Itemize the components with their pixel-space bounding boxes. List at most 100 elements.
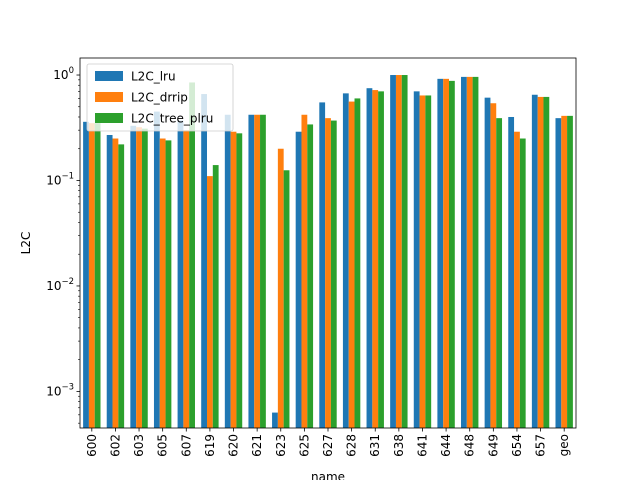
bar xyxy=(141,128,148,428)
x-tick-label: 641 xyxy=(415,434,429,457)
y-tick-label: 10−2 xyxy=(46,277,74,293)
bar xyxy=(461,76,467,429)
legend-swatch xyxy=(95,71,123,81)
bar xyxy=(112,138,119,428)
bar xyxy=(224,114,231,429)
bar xyxy=(94,123,101,429)
x-tick-label: 619 xyxy=(203,434,217,457)
bar xyxy=(401,75,408,428)
legend-frame xyxy=(86,63,234,132)
bar xyxy=(531,94,538,428)
x-tick-label: 600 xyxy=(85,434,99,457)
bar xyxy=(484,97,491,429)
y-tick-label: 10−1 xyxy=(46,171,74,187)
bar xyxy=(118,144,125,428)
bar xyxy=(443,78,449,428)
bar xyxy=(496,118,503,429)
bar xyxy=(348,101,355,428)
bar xyxy=(413,91,420,428)
x-axis-label: name xyxy=(311,470,345,480)
legend-swatch xyxy=(95,92,123,102)
bar xyxy=(272,412,278,428)
x-tick-label: 627 xyxy=(321,434,335,457)
bar xyxy=(248,114,255,429)
bar xyxy=(390,75,396,428)
x-tick-label: 605 xyxy=(156,434,170,457)
bar xyxy=(325,118,331,429)
bar xyxy=(366,88,373,428)
bar xyxy=(519,138,526,428)
bar xyxy=(236,133,243,429)
bar xyxy=(472,76,479,429)
bars-layer xyxy=(83,75,573,429)
bar xyxy=(201,94,208,428)
bar xyxy=(153,111,160,428)
bar xyxy=(342,93,349,428)
bar xyxy=(88,123,95,429)
bar xyxy=(319,102,326,429)
bar xyxy=(378,91,384,428)
bar xyxy=(372,90,379,429)
bar xyxy=(395,75,402,428)
x-tick-label: 644 xyxy=(439,434,453,457)
bar xyxy=(189,82,195,429)
bar xyxy=(466,76,473,429)
bar xyxy=(295,131,302,428)
x-tick-label: 625 xyxy=(297,434,311,457)
y-axis-label: L2C xyxy=(19,232,33,255)
bar xyxy=(354,98,361,429)
x-tick-label: 628 xyxy=(345,434,359,457)
bar xyxy=(165,140,172,428)
y-tick-label: 10−3 xyxy=(46,382,74,398)
bar xyxy=(277,148,284,428)
bar xyxy=(301,114,308,429)
bar xyxy=(437,78,444,428)
bar xyxy=(212,165,219,428)
bar xyxy=(83,121,89,428)
bar xyxy=(159,138,166,428)
bar xyxy=(260,114,266,429)
legend: L2C_lru L2C_drrip L2C_tree_plru xyxy=(86,63,234,132)
bar xyxy=(514,131,520,428)
y-axis: 10−3 10−2 10−1 100 xyxy=(46,66,80,424)
x-tick-label: 657 xyxy=(534,434,548,457)
bar xyxy=(419,95,426,429)
bar xyxy=(177,120,184,429)
bar xyxy=(254,114,261,429)
x-tick-label: 607 xyxy=(179,434,193,457)
bar xyxy=(561,115,568,428)
x-tick-label: 648 xyxy=(463,434,477,457)
legend-label: L2C_lru xyxy=(131,70,176,84)
bar xyxy=(230,131,237,428)
legend-label: L2C_drrip xyxy=(131,91,188,105)
bar xyxy=(330,120,337,429)
x-tick-label: geo xyxy=(557,434,571,456)
bar xyxy=(425,95,432,429)
x-tick-label: 649 xyxy=(486,434,500,457)
x-tick-label: 638 xyxy=(392,434,406,457)
bar xyxy=(130,125,137,428)
bar xyxy=(490,103,497,428)
bar xyxy=(508,116,515,429)
x-tick-label: 620 xyxy=(227,434,241,457)
bar xyxy=(136,127,142,428)
x-tick-label: 621 xyxy=(250,434,264,457)
bar xyxy=(207,176,213,428)
bar xyxy=(283,170,290,428)
bar xyxy=(543,96,550,428)
y-tick-label: 100 xyxy=(53,66,74,82)
bar xyxy=(106,134,113,428)
x-tick-label: 631 xyxy=(368,434,382,457)
legend-label: L2C_tree_plru xyxy=(131,112,213,126)
x-tick-label: 603 xyxy=(132,434,146,457)
legend-swatch xyxy=(95,113,123,123)
bar xyxy=(307,124,314,428)
x-tick-label: 623 xyxy=(274,434,288,457)
x-axis: 600 602 603 605 607 619 620 621 623 625 627 628 631 6… xyxy=(85,428,571,457)
bar xyxy=(555,118,562,429)
bar xyxy=(537,96,544,428)
bar xyxy=(183,130,190,428)
bar xyxy=(567,115,573,428)
bar xyxy=(448,80,455,429)
